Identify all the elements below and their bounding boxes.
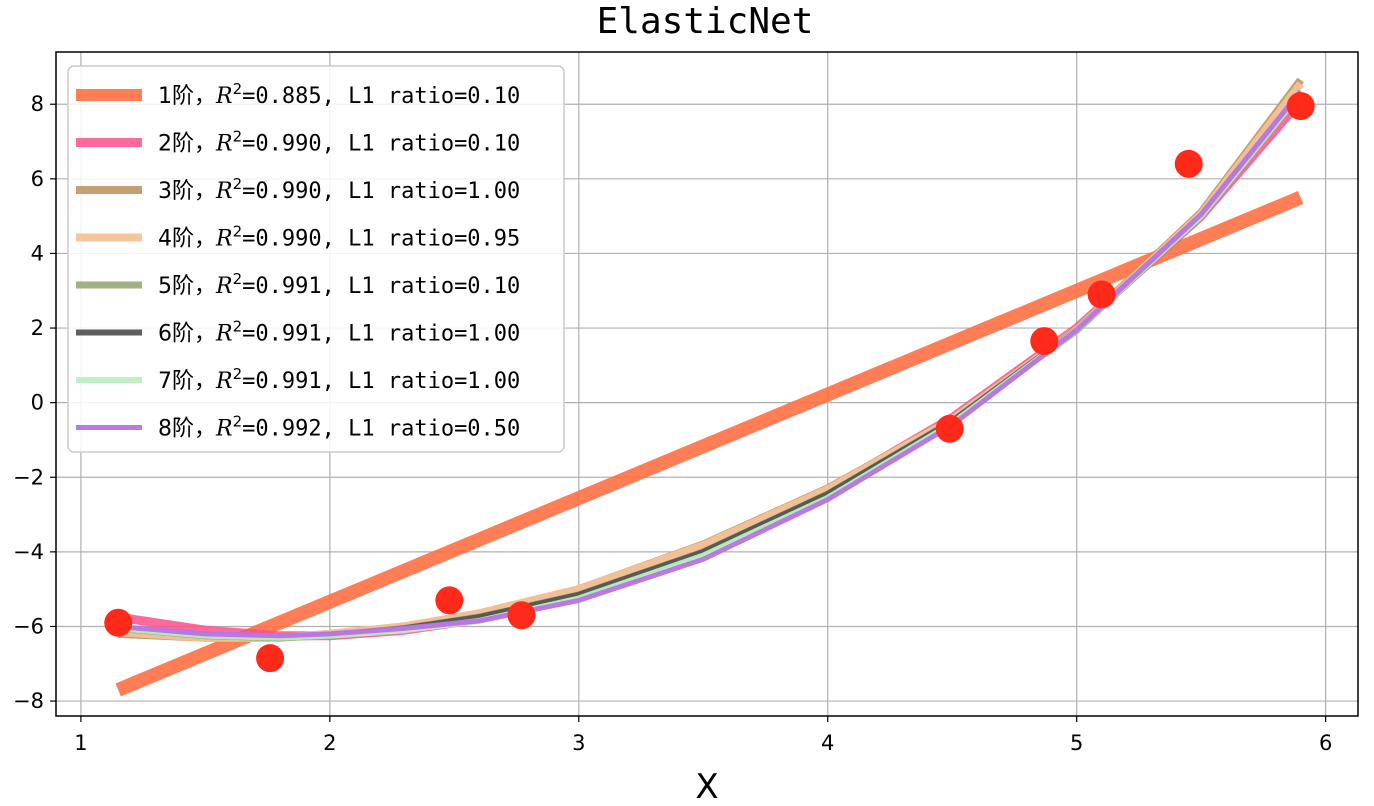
x-tick-label: 3 [572,731,585,755]
legend-stats: =0.991, L1 ratio=0.10 [242,274,520,299]
legend-series-name: 6阶 [158,322,194,347]
legend-stats: =0.991, L1 ratio=1.00 [242,369,520,394]
x-tick-label: 2 [323,731,336,755]
legend-stats: =0.990, L1 ratio=1.00 [242,179,520,204]
legend-series-name: 5阶 [158,274,194,299]
scatter-point [1174,149,1203,178]
axis-ticks: 1 2 3 4 5 6 −8 −6 −4 −2 0 2 4 6 8 [13,92,1332,755]
legend-series-name: 2阶 [158,132,194,157]
y-tick-label: 6 [31,167,44,191]
legend-series-name: 7阶 [158,369,194,394]
chart-title: ElasticNet [597,1,814,42]
x-tick-label: 5 [1070,731,1083,755]
scatter-point [507,601,536,630]
legend-series-name: 4阶 [158,227,194,252]
legend-entry: 3阶，R2=0.990, L1 ratio=1.00 [158,175,520,204]
series-layer [115,77,1305,697]
x-tick-label: 4 [821,731,834,755]
legend-entry: 1阶，R2=0.885, L1 ratio=0.10 [158,80,520,109]
legend-entry: 6阶，R2=0.991, L1 ratio=1.00 [158,318,520,347]
legend-entry: 2阶，R2=0.990, L1 ratio=0.10 [158,128,520,157]
scatter-point [1087,280,1116,309]
legend-entry: 8阶，R2=0.992, L1 ratio=0.50 [158,413,520,442]
scatter-point [935,414,964,443]
y-tick-label: 2 [31,316,44,340]
y-tick-label: −6 [13,614,44,638]
y-tick-label: 0 [31,391,44,415]
y-tick-label: −4 [13,540,44,564]
legend-entry: 5阶，R2=0.991, L1 ratio=0.10 [158,270,520,299]
series-line-8 [117,89,1303,639]
x-tick-label: 1 [74,731,87,755]
y-tick-label: −8 [13,689,44,713]
legend-stats: =0.991, L1 ratio=1.00 [242,322,520,347]
legend-stats: =0.885, L1 ratio=0.10 [242,84,520,109]
scatter-point [104,608,133,637]
y-tick-label: 4 [31,241,44,265]
legend-box [67,65,565,453]
legend-entry: 4阶，R2=0.990, L1 ratio=0.95 [158,223,520,252]
series-line-1 [115,191,1304,697]
scatter-point [1286,92,1315,121]
plot-frame [55,51,1359,717]
legend-entry: 7阶，R2=0.991, L1 ratio=1.00 [158,365,520,394]
legend-stats: =0.990, L1 ratio=0.10 [242,132,520,157]
legend-series-name: 1阶 [158,84,194,109]
x-tick-label: 6 [1319,731,1332,755]
legend-stats: =0.990, L1 ratio=0.95 [242,227,520,252]
x-axis-label: X [695,767,718,802]
scatter-point [435,586,464,615]
scatter-point [1030,327,1059,356]
y-tick-label: −2 [13,465,44,489]
scatter-point [256,644,285,673]
legend-series-name: 3阶 [158,179,194,204]
y-tick-label: 8 [31,92,44,116]
legend: 1阶，R2=0.885, L1 ratio=0.10 2阶，R2=0.990, L… [67,65,565,453]
scatter-layer [104,92,1315,673]
legend-series-name: 8阶 [158,417,194,442]
legend-stats: =0.992, L1 ratio=0.50 [242,417,520,442]
